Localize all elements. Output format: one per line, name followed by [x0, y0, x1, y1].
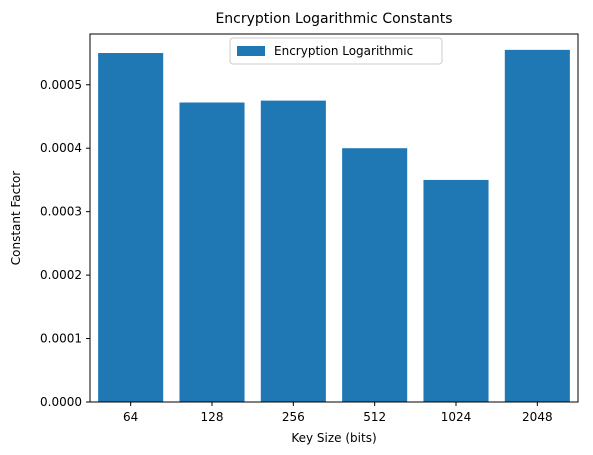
x-tick-label: 1024	[441, 410, 472, 424]
bar-128	[179, 102, 245, 403]
y-tick-label: 0.0002	[40, 268, 82, 282]
bar-512	[342, 148, 408, 402]
bar-1024	[423, 179, 489, 402]
y-tick-label: 0.0004	[40, 141, 82, 155]
legend: Encryption Logarithmic	[229, 37, 443, 65]
x-tick-label: 64	[123, 410, 138, 424]
x-axis-label: Key Size (bits)	[291, 431, 376, 445]
legend-box	[229, 37, 443, 65]
plot-frame	[89, 33, 579, 403]
x-tick-label: 512	[363, 410, 386, 424]
bar-2048	[504, 49, 570, 403]
bar-256	[260, 100, 326, 403]
y-tick-label: 0.0005	[40, 78, 82, 92]
x-axis-ticks: 64 128 256 512 1024 2048	[123, 402, 553, 424]
legend-label: Encryption Logarithmic	[274, 44, 413, 58]
y-axis-label: Constant Factor	[9, 171, 23, 266]
x-tick-label: 128	[201, 410, 224, 424]
y-tick-label: 0.0001	[40, 332, 82, 346]
y-axis-ticks: 0.0000 0.0001 0.0002 0.0003 0.0004 0.0005	[40, 78, 90, 409]
x-tick-label: 256	[282, 410, 305, 424]
y-tick-label: 0.0003	[40, 205, 82, 219]
y-tick-label: 0.0000	[40, 395, 82, 409]
chart-title: Encryption Logarithmic Constants	[215, 11, 452, 27]
x-tick-label: 2048	[522, 410, 553, 424]
legend-swatch	[237, 46, 265, 56]
bars-group	[98, 49, 570, 403]
bar-64	[98, 53, 164, 402]
